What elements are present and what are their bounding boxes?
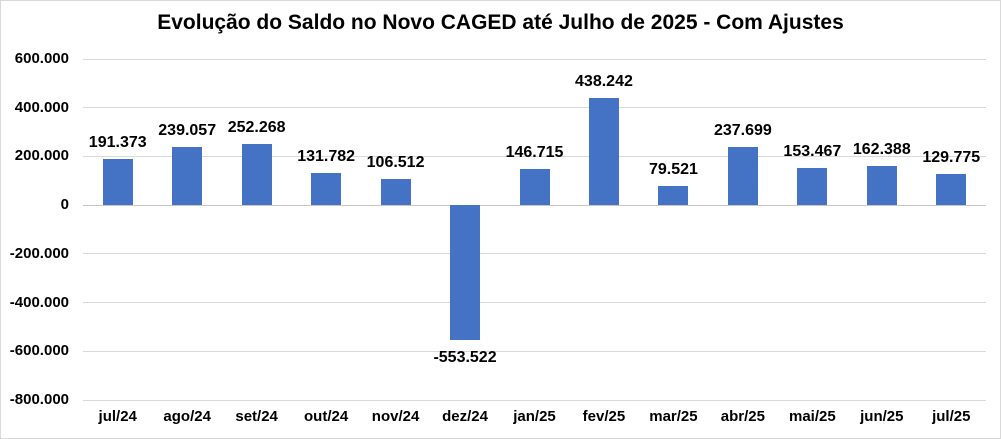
bar xyxy=(172,146,203,206)
gridline xyxy=(83,350,986,352)
x-axis-tick-label: dez/24 xyxy=(442,408,488,425)
x-axis-tick-label: jun/25 xyxy=(860,408,904,425)
gridline xyxy=(83,399,986,401)
bar-value-label: 252.268 xyxy=(227,118,286,136)
bar-value-label: 237.699 xyxy=(713,122,772,140)
y-axis-tick-label: -600.000 xyxy=(9,342,69,360)
x-axis-tick-label: mar/25 xyxy=(649,408,698,425)
y-axis-tick-label: -800.000 xyxy=(9,391,69,408)
bar-value-label: 162.388 xyxy=(852,140,911,158)
x-axis-tick-label: ago/24 xyxy=(163,408,211,425)
x-axis-tick-label: out/24 xyxy=(304,408,349,425)
bar xyxy=(380,179,411,206)
y-axis-tick-label: -400.000 xyxy=(9,293,69,311)
gridline xyxy=(83,107,986,109)
bar xyxy=(866,165,897,206)
bar-value-label: 153.467 xyxy=(783,142,842,160)
bar xyxy=(797,167,828,206)
y-axis-tick-label: -200.000 xyxy=(9,244,69,262)
bar xyxy=(658,185,689,206)
x-axis-tick-label: abr/25 xyxy=(720,408,765,425)
gridline xyxy=(83,302,986,304)
bar xyxy=(241,143,272,206)
bar-value-label: 131.782 xyxy=(297,148,356,166)
bar xyxy=(519,169,550,206)
x-axis-tick-label: jan/25 xyxy=(513,408,556,425)
bar-value-label: 106.512 xyxy=(366,154,425,172)
bar xyxy=(727,147,758,206)
y-axis-tick-label: 400.000 xyxy=(14,98,69,116)
bar-value-label: 146.715 xyxy=(505,144,564,162)
bar-value-label: -553.522 xyxy=(433,348,497,366)
x-axis-tick-label: mai/25 xyxy=(788,408,836,425)
x-axis-tick-label: jul/25 xyxy=(932,408,971,425)
bar-value-label: 129.775 xyxy=(922,148,981,166)
bar xyxy=(936,173,967,206)
bar xyxy=(450,205,481,340)
x-axis-tick-label: set/24 xyxy=(235,408,278,425)
gridline xyxy=(83,58,986,60)
x-axis-tick-label: jul/24 xyxy=(98,408,137,425)
bar xyxy=(102,158,133,206)
bar-value-label: 191.373 xyxy=(88,133,147,151)
chart-title: Evolução do Saldo no Novo CAGED até Julh… xyxy=(157,11,844,34)
bar-value-label: 438.242 xyxy=(575,73,633,91)
gridline xyxy=(83,155,986,157)
bar xyxy=(311,173,342,206)
bar xyxy=(588,98,619,206)
bar-value-label: 79.521 xyxy=(648,160,698,178)
gridline xyxy=(83,253,986,255)
x-axis-tick-label: fev/25 xyxy=(582,408,626,425)
bar-value-label: 239.057 xyxy=(158,121,217,139)
zero-axis-line xyxy=(83,204,986,206)
y-axis-tick-label: 600.000 xyxy=(14,50,69,67)
y-axis-tick-label: 0 xyxy=(60,196,69,214)
x-axis-tick-label: nov/24 xyxy=(371,408,420,425)
y-axis-tick-label: 200.000 xyxy=(14,147,69,165)
